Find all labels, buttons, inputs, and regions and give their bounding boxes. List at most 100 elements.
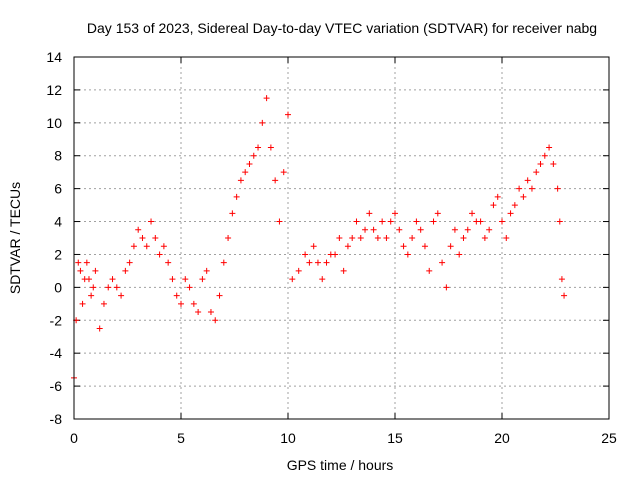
data-point bbox=[524, 177, 531, 184]
data-point bbox=[178, 300, 184, 307]
data-point bbox=[349, 235, 356, 241]
data-point bbox=[366, 210, 373, 217]
x-axis-label: GPS time / hours bbox=[287, 457, 394, 473]
data-point bbox=[383, 235, 390, 241]
data-point bbox=[499, 218, 505, 225]
data-point bbox=[302, 251, 309, 258]
data-point bbox=[306, 259, 313, 266]
chart-title: Day 153 of 2023, Sidereal Day-to-day VTE… bbox=[87, 20, 597, 36]
data-point bbox=[486, 226, 493, 233]
data-point bbox=[79, 300, 86, 307]
data-point bbox=[242, 169, 249, 176]
data-point bbox=[122, 267, 129, 274]
data-point bbox=[212, 317, 219, 324]
data-point bbox=[255, 144, 262, 151]
data-point bbox=[90, 284, 97, 291]
data-point bbox=[561, 292, 568, 299]
data-point bbox=[541, 152, 548, 159]
plot-frame bbox=[73, 56, 610, 420]
data-point bbox=[225, 235, 232, 241]
data-point bbox=[139, 235, 146, 241]
y-tick-label: 14 bbox=[46, 49, 62, 65]
data-point bbox=[250, 152, 257, 159]
data-point bbox=[464, 226, 471, 233]
data-point bbox=[280, 169, 287, 176]
data-point bbox=[344, 243, 351, 250]
data-point bbox=[276, 218, 283, 225]
data-point bbox=[126, 259, 133, 266]
data-point bbox=[203, 267, 210, 274]
data-point bbox=[182, 276, 189, 283]
data-point bbox=[285, 111, 291, 118]
y-tick-label: 12 bbox=[46, 82, 62, 98]
y-tick-label: 0 bbox=[54, 279, 62, 295]
x-tick-label: 15 bbox=[387, 430, 403, 446]
data-point bbox=[494, 193, 501, 200]
data-point bbox=[105, 284, 112, 291]
data-point bbox=[85, 276, 92, 283]
data-point bbox=[190, 300, 197, 307]
x-tick-label: 5 bbox=[177, 430, 185, 446]
y-tick-label: 4 bbox=[54, 214, 62, 230]
data-point bbox=[546, 144, 553, 151]
data-point bbox=[263, 95, 270, 102]
data-point bbox=[169, 276, 176, 283]
data-point bbox=[528, 185, 535, 192]
y-tick-label: -4 bbox=[50, 345, 63, 361]
data-point bbox=[160, 243, 167, 250]
data-point bbox=[426, 267, 433, 274]
y-tick-label: 10 bbox=[46, 115, 62, 131]
data-point bbox=[439, 259, 446, 266]
data-point bbox=[434, 210, 441, 217]
data-point bbox=[507, 210, 514, 217]
data-point bbox=[396, 226, 403, 233]
data-point bbox=[267, 144, 274, 151]
data-point bbox=[370, 226, 377, 233]
data-point bbox=[195, 309, 202, 316]
data-point bbox=[118, 292, 125, 299]
data-point bbox=[456, 251, 463, 258]
data-point bbox=[430, 218, 437, 225]
data-point bbox=[113, 284, 120, 291]
data-point bbox=[443, 284, 450, 291]
data-point bbox=[220, 259, 227, 266]
data-point bbox=[272, 177, 279, 184]
data-point bbox=[409, 235, 416, 241]
data-point bbox=[481, 235, 488, 241]
data-point bbox=[340, 267, 347, 274]
x-tick-label: 25 bbox=[601, 430, 617, 446]
data-point bbox=[156, 251, 163, 258]
data-point bbox=[148, 218, 155, 225]
data-point bbox=[374, 235, 381, 241]
data-point bbox=[417, 226, 424, 233]
y-tick-label: 2 bbox=[54, 246, 62, 262]
data-point bbox=[259, 119, 266, 126]
x-tick-label: 20 bbox=[494, 430, 510, 446]
data-point bbox=[387, 218, 394, 225]
data-point bbox=[246, 160, 253, 167]
data-point bbox=[400, 243, 407, 250]
data-point bbox=[173, 292, 180, 299]
data-point bbox=[143, 243, 150, 250]
data-point bbox=[490, 202, 497, 209]
data-point bbox=[332, 251, 339, 258]
y-tick-label: 8 bbox=[54, 148, 62, 164]
data-point bbox=[353, 218, 360, 225]
data-point bbox=[357, 235, 364, 241]
data-point bbox=[323, 259, 330, 266]
data-point bbox=[550, 160, 557, 167]
data-point bbox=[75, 259, 82, 266]
data-point bbox=[96, 325, 103, 332]
data-point bbox=[447, 243, 454, 250]
data-point bbox=[503, 235, 510, 241]
y-tick-label: 6 bbox=[54, 181, 62, 197]
data-point bbox=[233, 193, 240, 200]
y-tick-label: -8 bbox=[50, 411, 63, 427]
y-tick-label: -6 bbox=[50, 378, 63, 394]
y-tick-label: -2 bbox=[50, 312, 63, 328]
x-tick-label: 0 bbox=[70, 430, 78, 446]
data-point bbox=[88, 292, 95, 299]
data-point bbox=[556, 218, 563, 225]
data-point bbox=[92, 267, 99, 274]
